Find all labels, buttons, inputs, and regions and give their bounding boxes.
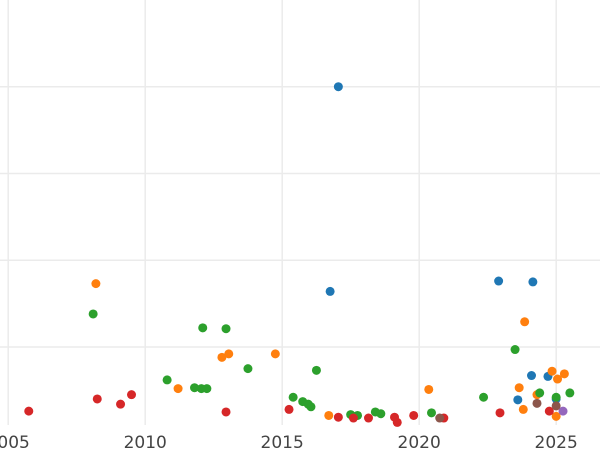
point-s3-10 (392, 417, 402, 427)
point-s2-6 (221, 324, 231, 334)
point-s2-7 (243, 364, 253, 374)
point-s3-8 (363, 413, 373, 423)
grid-lines (0, 0, 600, 425)
point-s1-5 (324, 410, 334, 420)
point-s3-1 (92, 394, 102, 404)
point-s3-13 (495, 408, 505, 418)
point-s3-2 (116, 399, 126, 409)
point-s2-4 (202, 384, 212, 394)
point-s0-0 (333, 82, 343, 92)
point-s5-0 (435, 413, 445, 423)
point-s0-2 (494, 276, 504, 286)
point-s3-3 (127, 390, 137, 400)
point-s1-11 (547, 366, 557, 376)
point-s1-3 (224, 349, 234, 359)
point-s2-19 (510, 345, 520, 355)
point-s2-21 (551, 392, 561, 402)
point-s1-8 (520, 317, 530, 327)
point-s2-20 (535, 388, 545, 398)
point-s1-2 (217, 352, 227, 362)
point-s1-4 (270, 349, 280, 359)
point-s5-2 (551, 401, 561, 411)
point-s2-0 (88, 309, 98, 319)
point-s2-1 (162, 375, 172, 385)
point-s2-8 (288, 392, 298, 402)
point-s2-5 (198, 323, 208, 333)
point-s1-12 (559, 369, 569, 379)
x-tick-label-2015: 2015 (261, 433, 304, 450)
x-tick-label-2005: 2005 (0, 433, 30, 450)
point-s2-17 (427, 408, 437, 418)
point-s2-12 (311, 365, 321, 375)
x-tick-label-2010: 2010 (124, 433, 167, 450)
point-s2-18 (479, 392, 489, 402)
point-s2-16 (376, 409, 386, 419)
point-s5-1 (532, 398, 542, 408)
point-s2-22 (565, 388, 575, 398)
x-tick-label-2025: 2025 (535, 433, 578, 450)
point-s1-6 (424, 384, 434, 394)
point-s2-11 (306, 402, 316, 412)
point-s0-4 (527, 371, 537, 381)
point-s0-3 (528, 277, 538, 287)
point-s0-1 (325, 286, 335, 296)
point-s3-5 (284, 404, 294, 414)
point-s3-11 (409, 410, 419, 420)
point-s1-9 (518, 404, 528, 414)
point-s3-4 (221, 407, 231, 417)
point-s3-7 (348, 413, 358, 423)
point-s1-7 (514, 383, 524, 393)
point-s1-14 (551, 411, 561, 421)
point-s2-2 (190, 383, 200, 393)
x-tick-label-2020: 2020 (398, 433, 441, 450)
point-s1-13 (553, 374, 563, 384)
point-s3-0 (24, 406, 34, 416)
x-axis-tick-labels: 2005 2010 2015 2020 2025 (0, 433, 578, 450)
point-s0-5 (513, 395, 523, 405)
point-s1-0 (91, 279, 101, 289)
data-points (24, 82, 575, 427)
point-s3-6 (333, 412, 343, 422)
point-s4-0 (558, 406, 568, 416)
point-s1-1 (173, 384, 183, 394)
point-s3-14 (544, 406, 554, 416)
